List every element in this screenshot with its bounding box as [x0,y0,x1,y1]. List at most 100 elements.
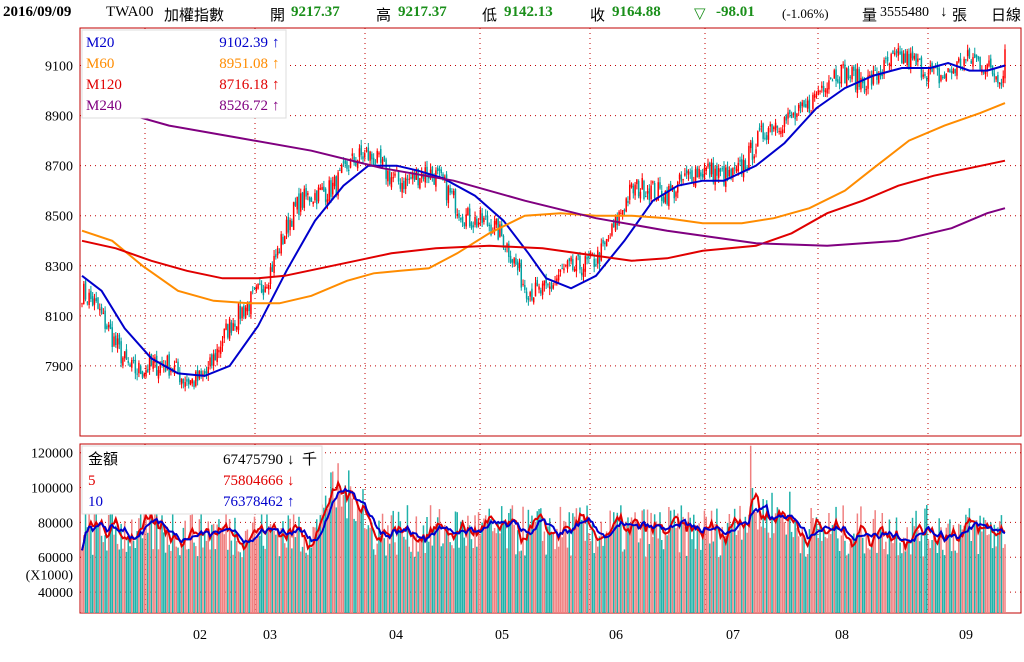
volume-bar [700,549,702,613]
volume-bar [372,549,375,613]
candle-body [365,150,368,152]
candle-body [645,196,647,197]
volume-bar [95,508,97,613]
volume-bar [584,540,587,613]
candle-body [758,127,761,131]
volume-bar [808,529,811,613]
volume-bar [824,536,827,613]
candle-body [413,174,416,180]
candle-body [195,371,197,386]
month-tick-label: 04 [389,628,403,643]
volume-bar [632,525,635,613]
candle-body [490,224,492,236]
volume-bar [698,523,700,613]
candle-body [440,169,442,173]
candle-body [214,352,217,361]
volume-bar [596,546,599,613]
candle-body [630,183,633,188]
volume-bar [369,527,371,613]
candle-body [933,67,935,69]
candle-body [636,179,638,185]
volume-bar [209,549,211,613]
candle-body [337,172,339,196]
volume-bar [853,533,855,613]
candle-body [947,68,949,73]
candle-body [516,261,519,271]
candle-body [123,351,126,359]
candle-body [856,68,859,94]
candle-body [982,72,985,74]
candle-body [851,67,853,80]
candle-body [755,149,757,154]
volume-bar [806,554,809,613]
volume-bar [235,541,238,613]
volume-bar [387,525,389,613]
candle-body [410,177,412,179]
volume-bar [774,513,777,613]
volume-bar [637,542,640,613]
candle-body [406,179,409,181]
candle-body [819,91,821,92]
price-tick-label: 8300 [45,260,73,275]
volume-bar [376,543,378,613]
volume-bar [225,512,227,613]
candle-body [892,51,894,54]
volume-bar [122,548,124,613]
candle-body [913,55,916,60]
candle-body [682,179,684,181]
volume-panel-frame [79,443,1022,614]
volume-bar [365,529,368,613]
candle-body [975,54,978,58]
low-value: 9142.13 [504,4,553,20]
low-label: 低 [482,8,498,24]
volume-legend-box [81,445,323,515]
candle-body [698,168,700,178]
candle-body [371,153,373,160]
change-value: -98.01 [716,4,755,20]
candle-body [532,297,535,303]
candle-body [915,53,917,65]
volume-bar [212,523,215,613]
volume-bar [81,550,83,613]
candle-body [209,357,211,366]
candle-body [611,224,613,236]
volume-bar [726,522,729,613]
candle-body [726,166,729,178]
volume-bar [650,512,652,613]
price-tick-label: 8500 [45,210,73,225]
volume-bar [778,510,780,613]
candle-body [797,104,800,111]
volume-bar [333,498,336,613]
volume-bar [420,541,423,613]
candle-body [570,257,572,262]
candle-body [292,202,295,230]
candle-body [733,167,736,170]
volume-bar [273,531,275,613]
candle-body [712,163,715,183]
volume-bar [193,542,195,613]
volume-bar [470,539,473,613]
volume-bar [148,505,151,613]
month-tick-label: 02 [193,628,207,643]
volume-bar [127,537,129,613]
candle-body [675,192,677,197]
volume-bar [689,517,691,613]
candle-body [397,170,400,182]
volume-bar [872,518,875,613]
candle-body [253,287,256,289]
candle-body [173,365,176,374]
volume-bar [840,535,843,613]
candle-body [143,373,145,377]
volume-bar [223,534,226,613]
candle-body [525,291,528,299]
volume-bar [831,525,834,613]
volume-bar [598,536,601,613]
candle-body [634,184,636,196]
price-legend-name: M240 [86,98,122,114]
candle-body [276,248,279,256]
candle-body [289,219,291,231]
volume-bar [550,533,553,613]
month-tick-label: 07 [726,628,740,643]
candle-body [467,208,469,216]
volume-bar [954,550,956,613]
